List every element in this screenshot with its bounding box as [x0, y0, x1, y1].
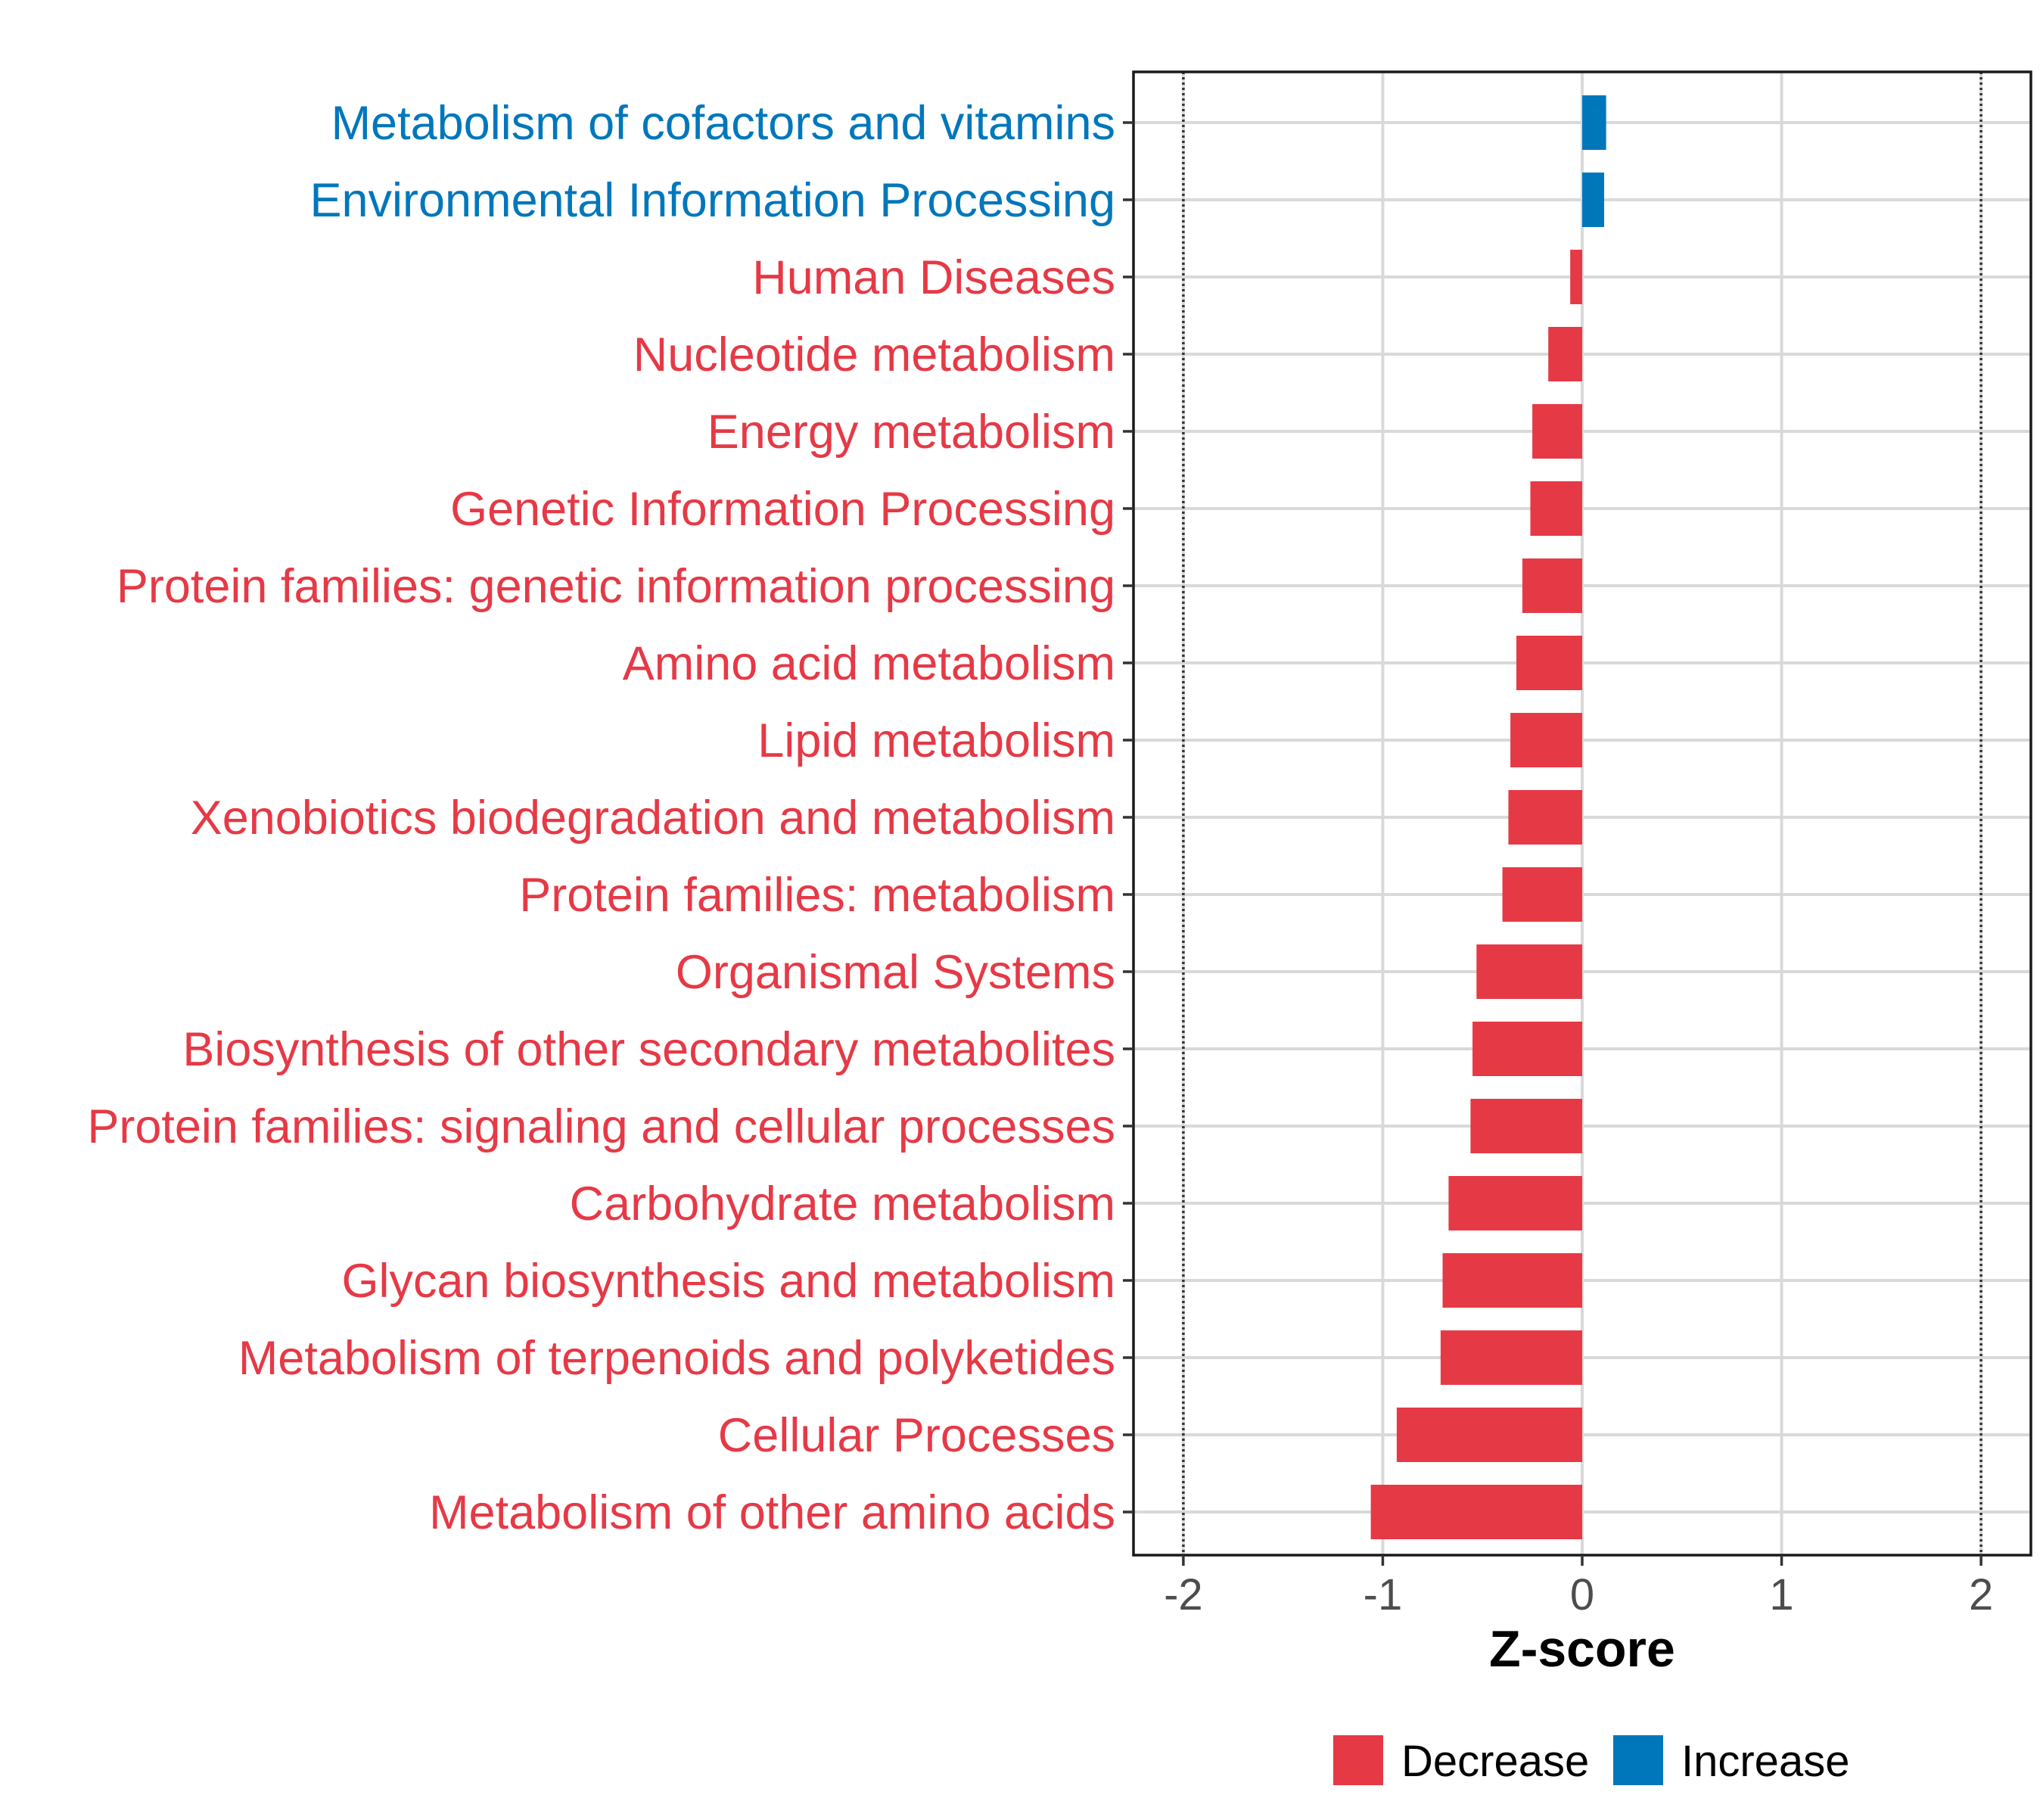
category-label: Protein families: genetic information pr…	[117, 560, 1115, 613]
bar	[1582, 173, 1604, 227]
bar	[1370, 1485, 1582, 1539]
category-label: Organismal Systems	[676, 946, 1115, 999]
bar	[1396, 1408, 1582, 1462]
category-label: Genetic Information Processing	[450, 483, 1115, 536]
y-axis-labels: Metabolism of cofactors and vitamins Envi…	[87, 97, 1115, 1539]
bars	[1370, 95, 1606, 1539]
bar	[1522, 558, 1582, 613]
category-label: Protein families: signaling and cellular…	[87, 1100, 1115, 1153]
bar	[1582, 95, 1606, 150]
category-label: Xenobiotics biodegradation and metabolis…	[191, 792, 1115, 845]
legend-swatch	[1333, 1735, 1383, 1785]
category-label: Protein families: metabolism	[519, 869, 1115, 922]
x-tick-label: -2	[1164, 1570, 1203, 1619]
category-label: Carbohydrate metabolism	[570, 1178, 1115, 1230]
legend-swatch	[1613, 1735, 1663, 1785]
bar	[1548, 327, 1582, 381]
x-tick-label: 1	[1769, 1570, 1793, 1619]
bar	[1502, 867, 1582, 922]
category-label: Cellular Processes	[718, 1409, 1115, 1462]
bar	[1440, 1330, 1582, 1385]
x-tick-label: -1	[1364, 1570, 1403, 1619]
category-label: Environmental Information Processing	[309, 174, 1115, 227]
bar	[1570, 250, 1582, 304]
x-tick-label: 0	[1570, 1570, 1594, 1619]
category-label: Human Diseases	[752, 251, 1115, 304]
bar	[1476, 944, 1582, 999]
x-axis-title: Z-score	[1489, 1620, 1675, 1678]
y-axis-ticks	[1123, 121, 1133, 1514]
category-label: Metabolism of cofactors and vitamins	[331, 97, 1115, 150]
bar	[1516, 636, 1582, 690]
legend: Decrease Increase	[1333, 1735, 1849, 1786]
legend-label: Decrease	[1401, 1737, 1589, 1786]
bar	[1470, 1099, 1582, 1153]
category-label: Amino acid metabolism	[623, 637, 1115, 690]
category-label: Glycan biosynthesis and metabolism	[342, 1255, 1116, 1308]
x-tick-label: 2	[1969, 1570, 1993, 1619]
reference-lines	[1182, 72, 1982, 1555]
x-axis-ticks: -2 -1 0 1 2	[1164, 1555, 1993, 1619]
legend-label: Increase	[1681, 1737, 1849, 1786]
bar	[1448, 1176, 1582, 1230]
bar	[1510, 713, 1582, 767]
bar	[1530, 481, 1582, 536]
category-label: Metabolism of other amino acids	[429, 1486, 1115, 1539]
category-label: Lipid metabolism	[757, 714, 1115, 767]
category-label: Nucleotide metabolism	[633, 328, 1115, 381]
category-label: Energy metabolism	[707, 406, 1115, 459]
bar	[1508, 790, 1582, 845]
bar	[1472, 1022, 1582, 1076]
category-label: Metabolism of terpenoids and polyketides	[238, 1332, 1115, 1385]
bar	[1532, 404, 1582, 459]
category-label: Biosynthesis of other secondary metaboli…	[182, 1023, 1115, 1076]
bar	[1442, 1253, 1582, 1308]
